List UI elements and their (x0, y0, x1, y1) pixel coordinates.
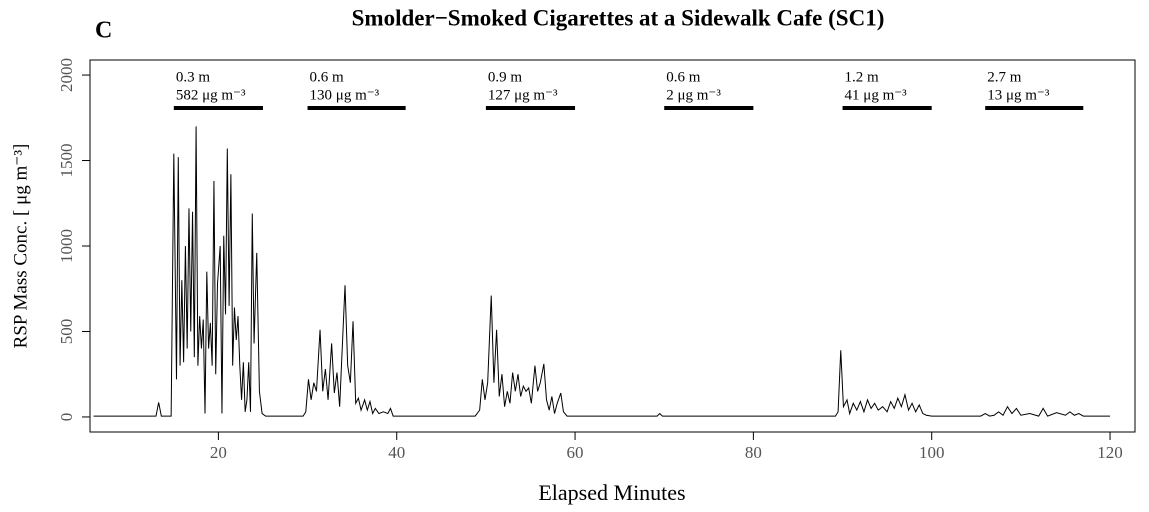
y-tick-label: 0 (57, 413, 76, 422)
panel-letter: C (95, 18, 112, 44)
x-tick-label: 40 (388, 443, 405, 462)
y-tick-label: 1500 (57, 144, 76, 178)
annotation-distance: 1.2 m (845, 69, 880, 85)
annotation-concentration: 13 μg m⁻³ (987, 87, 1050, 103)
annotation-concentration: 582 μg m⁻³ (176, 87, 246, 103)
annotation-concentration: 127 μg m⁻³ (488, 87, 558, 103)
annotation-distance: 0.6 m (310, 69, 345, 85)
data-line (93, 126, 1111, 417)
plot-frame (89, 59, 1136, 433)
annotation-concentration: 41 μg m⁻³ (845, 87, 908, 103)
annotation-distance: 2.7 m (987, 69, 1022, 85)
y-tick-label: 500 (57, 319, 76, 345)
annotation-concentration: 2 μg m⁻³ (666, 87, 721, 103)
x-tick-label: 20 (210, 443, 227, 462)
x-tick-label: 120 (1097, 443, 1123, 462)
y-tick-label: 1000 (57, 229, 76, 263)
y-axis-label: RSP Mass Conc. [ μg m⁻³] (10, 144, 31, 349)
y-tick-label: 2000 (57, 58, 76, 92)
x-tick-label: 80 (745, 443, 762, 462)
x-tick-label: 100 (919, 443, 945, 462)
x-axis-label: Elapsed Minutes (538, 480, 685, 505)
chart-title: Smolder−Smoked Cigarettes at a Sidewalk … (352, 5, 885, 30)
annotation-distance: 0.3 m (176, 69, 211, 85)
annotation-distance: 0.9 m (488, 69, 522, 85)
annotation-distance: 0.6 m (666, 69, 701, 85)
annotation-concentration: 130 μg m⁻³ (310, 87, 380, 103)
x-tick-label: 60 (567, 443, 584, 462)
